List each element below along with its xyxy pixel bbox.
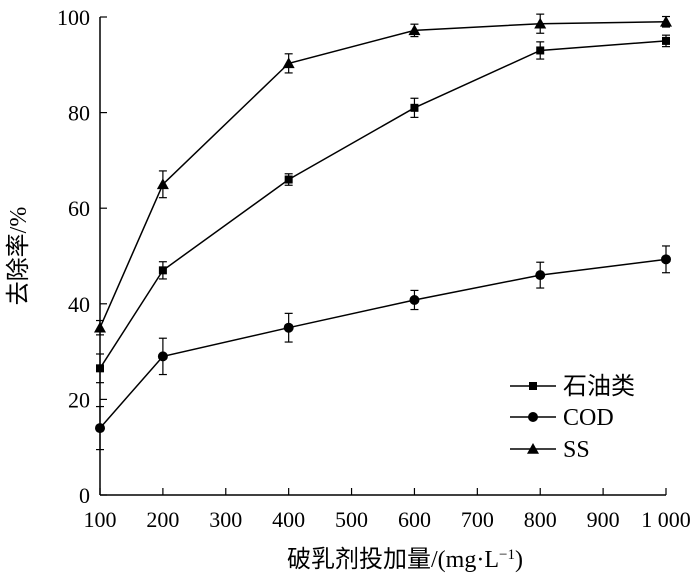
y-tick-label: 20: [68, 387, 90, 412]
x-tick-label: 1 000: [641, 507, 691, 532]
marker-circle: [528, 412, 538, 422]
legend-label: COD: [563, 405, 614, 431]
marker-circle: [283, 322, 294, 333]
marker-triangle: [527, 443, 539, 454]
legend-label: SS: [563, 437, 590, 463]
x-tick-label: 800: [524, 507, 557, 532]
x-ticks: 100 200 300 400 500 600 700 800 900 1 000: [84, 488, 691, 532]
marker-square: [662, 36, 670, 45]
y-tick-label: 100: [57, 5, 90, 30]
legend-item: 石油类: [510, 373, 635, 400]
marker-triangle: [282, 57, 295, 69]
x-tick-label: 600: [398, 507, 431, 532]
series-0: [96, 34, 670, 384]
legend-label: 石油类: [563, 373, 635, 400]
y-tick-label: 60: [68, 196, 90, 221]
x-axis-label-close: ): [515, 547, 523, 573]
marker-square: [529, 382, 537, 390]
x-tick-label: 200: [146, 507, 179, 532]
x-tick-label: 300: [209, 507, 242, 532]
marker-circle: [157, 351, 168, 362]
x-tick-label: 500: [335, 507, 368, 532]
marker-circle: [535, 270, 546, 281]
series-line: [99, 21, 667, 329]
marker-circle: [661, 254, 671, 265]
x-tick-label: 700: [461, 507, 494, 532]
series-2: [94, 13, 672, 336]
marker-square: [284, 175, 293, 184]
x-axis-label-main: 破乳剂投加量/(mg·L: [287, 546, 499, 573]
series-1: [95, 245, 671, 451]
marker-square: [536, 46, 545, 55]
marker-circle: [409, 294, 420, 305]
legend-item: COD: [510, 405, 614, 431]
y-ticks: 0 20 40 60 80 100: [57, 5, 107, 508]
y-tick-label: 40: [68, 292, 90, 317]
marker-triangle: [94, 321, 106, 333]
marker-circle: [95, 423, 105, 434]
marker-square: [410, 103, 419, 112]
legend-item: SS: [510, 437, 590, 463]
marker-triangle: [408, 24, 421, 36]
x-axis-label: 破乳剂投加量/(mg·L−1): [287, 546, 523, 573]
x-tick-label: 900: [587, 507, 620, 532]
marker-triangle: [534, 17, 547, 29]
y-tick-label: 0: [79, 483, 90, 508]
series-line: [99, 40, 667, 369]
series-line: [99, 258, 667, 429]
marker-triangle: [156, 178, 169, 190]
y-tick-label: 80: [68, 101, 90, 126]
marker-square: [158, 266, 167, 275]
x-axis-label-sup: −1: [499, 547, 515, 563]
y-axis-label: 去除率/%: [5, 207, 32, 306]
marker-triangle: [660, 15, 672, 27]
legend: 石油类 COD SS: [510, 373, 635, 463]
marker-square: [96, 364, 104, 373]
x-tick-label: 100: [84, 507, 117, 532]
x-tick-label: 400: [272, 507, 305, 532]
series-layer: [94, 13, 672, 451]
